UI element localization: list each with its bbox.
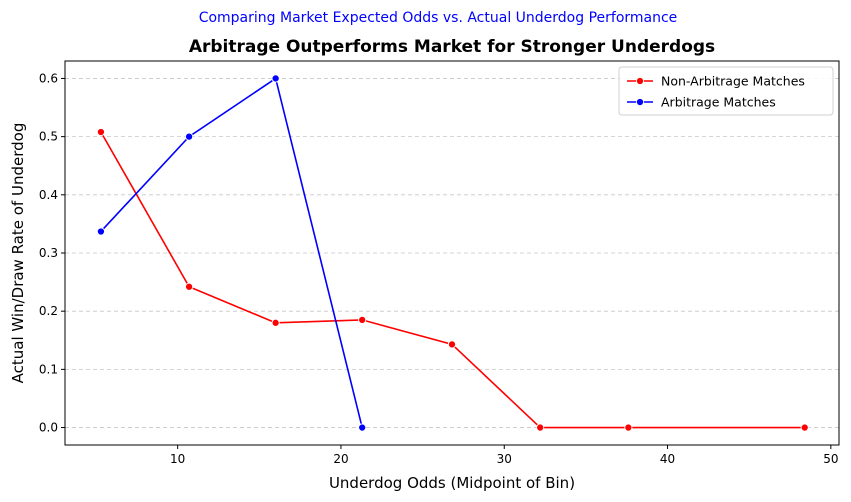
- data-point: [96, 127, 105, 137]
- data-point: [185, 282, 194, 291]
- y-tick-label: 0.2: [39, 304, 58, 318]
- data-point: [536, 423, 545, 432]
- grid-lines: [65, 78, 839, 428]
- y-tick-label: 0.0: [39, 421, 58, 435]
- y-axis: 0.0 0.1 0.2 0.3 0.4 0.5 0.6: [39, 71, 65, 435]
- data-point: [800, 423, 809, 432]
- y-tick-label: 0.6: [39, 71, 58, 85]
- y-axis-label: Actual Win/Draw Rate of Underdog: [9, 123, 27, 384]
- data-point: [185, 132, 194, 141]
- series-layer: [96, 74, 809, 432]
- data-point: [624, 423, 633, 432]
- x-tick-label: 30: [497, 452, 512, 466]
- series-2: [96, 74, 367, 432]
- y-tick-label: 0.5: [39, 130, 58, 144]
- legend-label: Non-Arbitrage Matches: [661, 74, 805, 89]
- series-1: [96, 127, 809, 432]
- legend-marker: [635, 76, 645, 86]
- data-point: [358, 423, 367, 432]
- x-tick-label: 40: [660, 452, 675, 466]
- legend-marker: [635, 97, 645, 107]
- series-line: [100, 77, 363, 428]
- legend-item: Non-Arbitrage Matches: [627, 74, 805, 89]
- data-point: [271, 318, 280, 327]
- data-point: [96, 227, 105, 236]
- y-tick-label: 0.1: [39, 362, 58, 376]
- data-point: [358, 315, 367, 324]
- x-tick-label: 10: [170, 452, 185, 466]
- y-tick-label: 0.4: [39, 188, 58, 202]
- legend: Non-Arbitrage Matches Arbitrage Matches: [618, 66, 834, 116]
- series-line: [100, 131, 805, 429]
- y-tick-label: 0.3: [39, 246, 58, 260]
- legend-label: Arbitrage Matches: [661, 95, 776, 110]
- chart-suptitle: Comparing Market Expected Odds vs. Actua…: [199, 10, 678, 26]
- x-tick-label: 50: [823, 452, 838, 466]
- chart-title: Arbitrage Outperforms Market for Stronge…: [189, 37, 715, 57]
- x-axis-label: Underdog Odds (Midpoint of Bin): [329, 474, 575, 492]
- data-point: [271, 74, 280, 83]
- x-tick-label: 20: [333, 452, 348, 466]
- x-axis: 10 20 30 40 50: [170, 445, 838, 466]
- legend-item: Arbitrage Matches: [627, 95, 776, 110]
- data-point: [447, 340, 457, 349]
- legend-box: [618, 66, 834, 116]
